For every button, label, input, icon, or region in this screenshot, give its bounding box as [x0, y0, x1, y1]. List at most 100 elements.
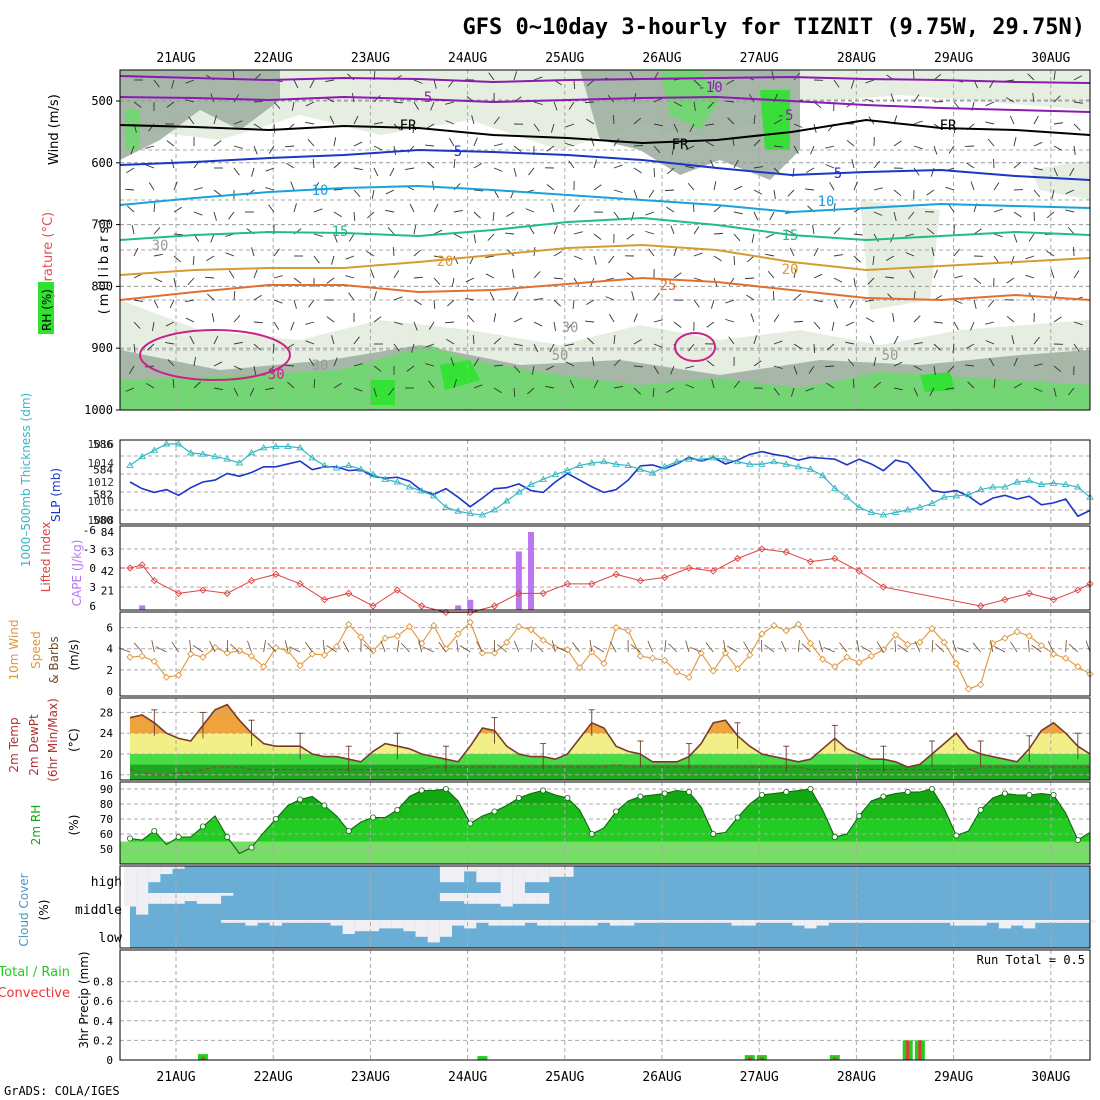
- wind-barb: [213, 387, 223, 391]
- surface-wind-barb: [972, 642, 981, 653]
- wind-frame: [119, 611, 1091, 697]
- wind-barb: [831, 321, 835, 331]
- temp-ylabel2: 2m DewPt: [27, 714, 41, 776]
- wind-barb: [885, 255, 895, 261]
- rh2-marker: [442, 786, 449, 793]
- cloud-cell: [452, 920, 465, 926]
- cloud-cell: [488, 893, 501, 904]
- cloud-cell: [403, 920, 416, 932]
- wind-barb: [573, 79, 576, 90]
- wind-barb: [333, 233, 338, 243]
- surface-wind-barb: [764, 644, 775, 653]
- wind-barb: [913, 120, 923, 125]
- wind-barb: [513, 71, 518, 81]
- wind-barb: [553, 321, 557, 331]
- wind-barb: [405, 167, 415, 171]
- thickness-marker: [223, 455, 232, 462]
- wind-barb: [1006, 315, 1015, 323]
- surface-wind-barb: [664, 640, 667, 653]
- lifted-marker: [612, 570, 620, 578]
- wind-barb: [553, 250, 562, 257]
- slp-ytick-left: 582: [93, 489, 113, 502]
- thickness-marker: [660, 462, 669, 470]
- wind-barb: [565, 123, 575, 128]
- cloud-cell: [257, 920, 270, 923]
- wind-barb: [1033, 387, 1043, 392]
- wind-barb: [593, 379, 599, 389]
- surface-wind-barb: [305, 641, 313, 653]
- cape-bar: [139, 605, 146, 610]
- wind-barb: [305, 321, 315, 325]
- surface-wind-barb: [476, 641, 483, 653]
- rh-shading: [120, 70, 280, 160]
- thickness-marker: [624, 461, 633, 468]
- wind-barb: [973, 277, 982, 285]
- wind-barb: [905, 252, 915, 257]
- cape-ylabel: Lifted Index: [39, 522, 53, 593]
- wind-speed-marker: [976, 681, 985, 689]
- wind-speed-marker: [575, 664, 584, 672]
- wind-barb: [826, 343, 835, 351]
- thickness-marker: [721, 455, 730, 462]
- wind-barb: [286, 162, 295, 169]
- surface-wind-barb: [689, 646, 702, 653]
- temp-band: [130, 754, 1090, 765]
- cape-lifted-panel: -6 -3 0 3 6 84 63 42 21: [83, 524, 1094, 616]
- wind-speed-marker: [964, 685, 973, 693]
- wind-barb: [367, 211, 375, 219]
- date-label-top: 22AUG: [254, 51, 293, 66]
- wind-barb: [467, 315, 475, 323]
- wind-barb: [773, 145, 783, 148]
- rh2-marker: [515, 795, 522, 802]
- wind-barb: [685, 384, 695, 389]
- wind-barb: [130, 145, 135, 155]
- wind-barb: [433, 299, 436, 310]
- wind-barb: [373, 167, 379, 177]
- wind-speed-marker: [794, 620, 802, 629]
- lifted-marker: [806, 558, 815, 566]
- wind-barb: [753, 139, 761, 147]
- wind-barb: [573, 255, 583, 260]
- wind-barb: [593, 159, 598, 169]
- wind-barb: [713, 232, 724, 235]
- upper-frame: [119, 69, 1091, 411]
- wind-barb: [993, 379, 996, 389]
- wind-ylabel: 10m Wind: [7, 620, 21, 681]
- wind-barb: [493, 313, 497, 323]
- thickness-marker: [430, 492, 438, 499]
- wind-barb: [153, 253, 163, 257]
- wind-speed-marker: [952, 659, 960, 668]
- thickness-marker: [490, 505, 499, 513]
- cloud-cell: [476, 893, 489, 904]
- wind-barb: [207, 293, 215, 301]
- lifted-marker: [126, 564, 134, 572]
- wind-barb: [587, 337, 595, 345]
- surface-wind-barb: [289, 646, 301, 653]
- wind-barb: [393, 145, 397, 155]
- wind-barb: [869, 335, 875, 345]
- wind-barb: [373, 291, 377, 301]
- wind-barb: [1053, 316, 1062, 323]
- wind-barb: [528, 226, 535, 235]
- thickness-marker: [867, 508, 876, 515]
- wind-barb: [1025, 255, 1035, 260]
- wind-barb: [733, 380, 740, 389]
- wind-barb: [853, 277, 856, 287]
- wind-barb: [1073, 145, 1076, 155]
- wind-barb: [733, 255, 736, 266]
- surface-wind-barb: [685, 640, 690, 653]
- lifted-marker: [879, 583, 888, 591]
- surface-wind-barb: [572, 642, 580, 653]
- wind-barb: [305, 101, 315, 107]
- wind-barb: [933, 145, 938, 155]
- surface-wind-barb: [897, 644, 908, 653]
- date-label-top: 26AUG: [642, 51, 681, 66]
- cloud-cell: [500, 866, 513, 893]
- thickness-marker: [1037, 480, 1046, 487]
- cloud-cell: [488, 866, 501, 883]
- thickness-marker: [211, 452, 219, 460]
- lifted-marker: [1001, 596, 1009, 604]
- rh2-marker: [321, 802, 328, 809]
- lifted-marker: [369, 602, 377, 610]
- thickness-marker: [952, 492, 961, 499]
